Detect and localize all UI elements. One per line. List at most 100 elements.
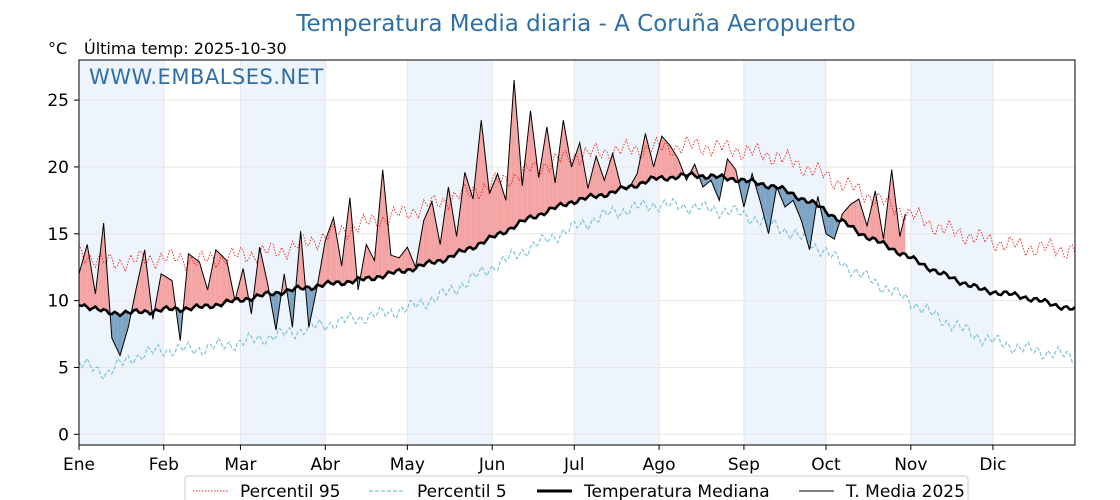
below-median-fill [111,311,115,344]
series-percentil-5 [78,197,1076,380]
above-median-fill [672,150,676,180]
above-median-fill [571,158,575,204]
above-median-fill [336,233,339,282]
below-median-fill [743,179,747,208]
last-temp-label: Última temp: 2025-10-30 [84,39,287,58]
above-median-fill [84,244,88,308]
y-tick-label: 5 [58,358,69,378]
above-median-fill [404,247,408,273]
legend-label-median: Temperatura Mediana [583,482,770,500]
below-median-fill [114,311,118,350]
above-median-fill [478,120,482,244]
above-median-fill [202,271,205,308]
y-tick-label: 0 [58,425,69,445]
x-tick-label: Nov [894,455,927,475]
above-median-fill [492,180,495,238]
x-tick-label: Jun [478,455,506,475]
above-median-fill [552,164,556,209]
above-median-fill [727,158,731,181]
below-median-fill [809,200,813,250]
above-median-fill [508,120,512,229]
below-median-fill [779,186,783,201]
month-band [240,60,326,445]
above-median-fill [191,255,194,311]
above-median-fill [653,156,657,180]
above-median-fill [259,247,263,297]
above-median-fill [382,169,386,279]
above-median-fill [297,231,301,289]
above-median-fill [204,280,208,305]
below-median-fill [713,175,717,194]
above-median-fill [92,277,96,309]
legend-label-p95: Percentil 95 [240,482,340,500]
above-median-fill [470,190,474,250]
below-median-fill [289,290,293,328]
above-median-fill [229,273,233,302]
above-median-fill [79,264,82,306]
above-median-fill [858,199,862,236]
above-median-fill [196,259,200,308]
above-median-fill [872,191,876,239]
above-median-fill [514,80,517,229]
above-median-fill [169,278,173,311]
below-median-fill [273,292,277,331]
below-median-fill [117,313,121,356]
above-median-fill [243,268,246,302]
above-median-fill [440,225,443,263]
above-median-fill [587,177,591,197]
above-median-fill [645,133,649,184]
above-median-fill [341,243,345,286]
below-median-fill [711,174,714,187]
above-median-fill [590,166,594,197]
above-median-fill [442,206,446,263]
above-median-fill [98,246,101,312]
below-median-fill [812,200,816,233]
above-median-fill [560,120,564,206]
below-median-fill [828,215,832,238]
above-median-fill [429,201,432,263]
above-median-fill [445,186,449,261]
above-median-fill [505,160,509,234]
above-median-fill [322,240,326,287]
above-median-fill [185,253,189,309]
below-median-fill [787,192,791,205]
x-tick-label: Sep [728,455,760,475]
above-median-fill [867,214,870,241]
above-median-fill [363,244,367,281]
legend-label-p5: Percentil 5 [417,482,507,500]
y-tick-label: 20 [47,158,69,178]
above-median-fill [163,275,167,309]
above-median-fill [475,146,479,248]
above-median-fill [535,155,539,219]
below-median-fill [795,197,799,214]
above-median-fill [481,120,484,244]
above-median-fill [319,256,323,287]
above-median-fill [894,191,898,254]
below-median-fill [823,207,826,234]
above-median-fill [530,110,534,218]
x-tick-label: Oct [811,455,841,475]
series-percentil-95 [78,135,1076,273]
above-median-fill [426,207,430,263]
grid-lines [78,60,1075,445]
above-median-fill [577,142,580,203]
below-median-fill [826,211,829,236]
above-median-fill [401,250,405,273]
above-median-fill [847,204,851,227]
above-median-fill [899,225,903,256]
month-bands [79,60,993,445]
month-band [574,60,660,445]
below-median-fill [831,215,835,240]
x-tick-label: Feb [149,455,179,475]
above-median-fill [325,232,328,284]
below-median-fill [125,310,129,337]
watermark: WWW.EMBALSES.NET [89,65,324,89]
above-median-fill [497,173,501,234]
above-median-fill [598,164,602,196]
above-median-fill [188,253,192,311]
above-median-fill [850,202,854,227]
above-median-fill [527,110,531,218]
above-median-fill [81,254,85,306]
above-median-fill [237,279,241,302]
below-median-fill [122,310,126,347]
